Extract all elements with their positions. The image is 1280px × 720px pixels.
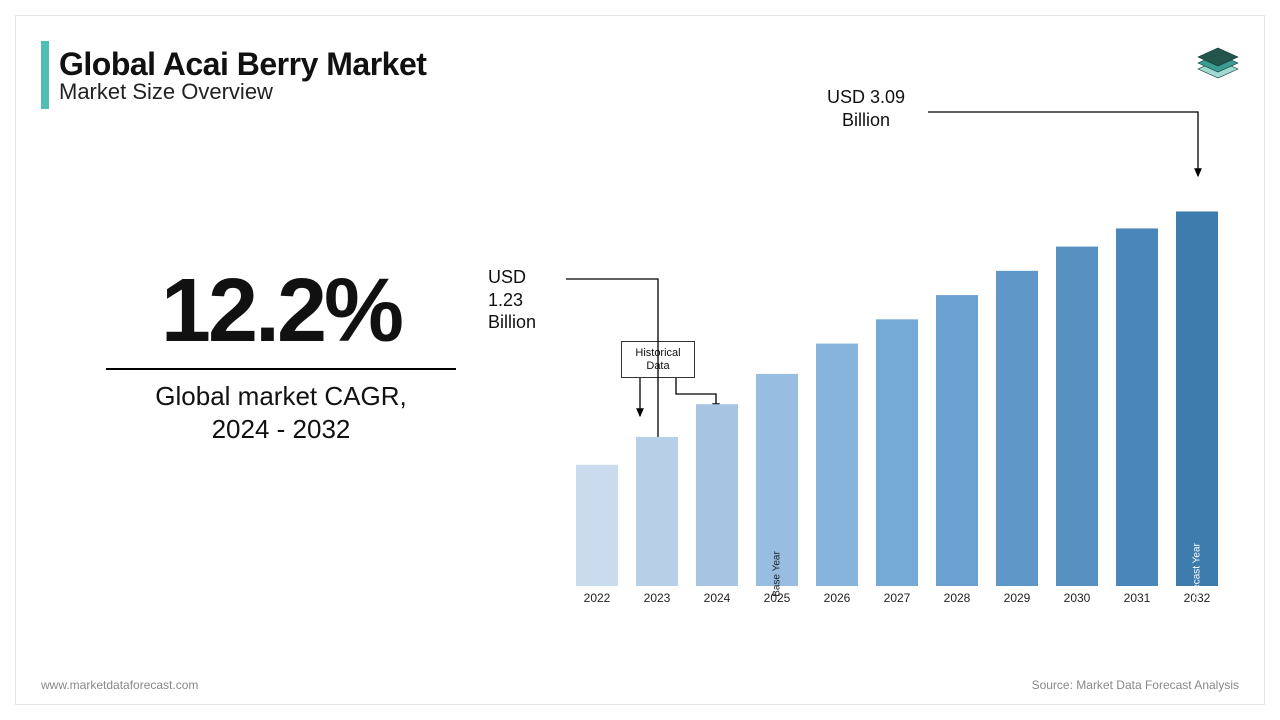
x-tick-2024: 2024: [704, 591, 731, 605]
bar-2022: [576, 465, 618, 586]
callout-end-value: USD 3.09 Billion: [806, 86, 926, 131]
base-year-label: Base Year: [772, 551, 783, 597]
bar-2028: [936, 295, 978, 586]
market-bar-chart: 2022202320242025Base Year202620272028202…: [576, 171, 1236, 611]
x-tick-2031: 2031: [1124, 591, 1151, 605]
page-subtitle: Market Size Overview: [59, 79, 426, 105]
brand-logo: [1194, 38, 1242, 86]
accent-bar: [41, 41, 49, 109]
callout-start-value: USD 1.23 Billion: [488, 266, 568, 334]
arrow-end-to-bar: [928, 112, 1198, 176]
bar-2027: [876, 319, 918, 586]
footer-source: Source: Market Data Forecast Analysis: [1032, 678, 1239, 692]
cagr-label: Global market CAGR, 2024 - 2032: [106, 380, 456, 445]
x-tick-2028: 2028: [944, 591, 971, 605]
page-title: Global Acai Berry Market: [59, 46, 426, 83]
bar-2026: [816, 344, 858, 586]
bar-2031: [1116, 228, 1158, 586]
divider: [106, 368, 456, 370]
x-tick-2030: 2030: [1064, 591, 1091, 605]
x-tick-2023: 2023: [644, 591, 671, 605]
x-tick-2027: 2027: [884, 591, 911, 605]
x-tick-2029: 2029: [1004, 591, 1031, 605]
cagr-value: 12.2%: [106, 266, 456, 356]
forecast-year-label: Forecast Year: [1192, 542, 1203, 604]
bar-2030: [1056, 247, 1098, 586]
bar-2032: [1176, 211, 1218, 586]
title-block: Global Acai Berry Market Market Size Ove…: [41, 41, 426, 109]
stack-icon: [1194, 38, 1242, 86]
footer-url: www.marketdataforecast.com: [41, 678, 198, 692]
bar-2029: [996, 271, 1038, 586]
x-tick-2022: 2022: [584, 591, 611, 605]
cagr-block: 12.2% Global market CAGR, 2024 - 2032: [106, 266, 456, 445]
bar-2024: [696, 404, 738, 586]
bar-2023: [636, 437, 678, 586]
infographic-slide: Global Acai Berry Market Market Size Ove…: [15, 15, 1265, 705]
x-tick-2026: 2026: [824, 591, 851, 605]
